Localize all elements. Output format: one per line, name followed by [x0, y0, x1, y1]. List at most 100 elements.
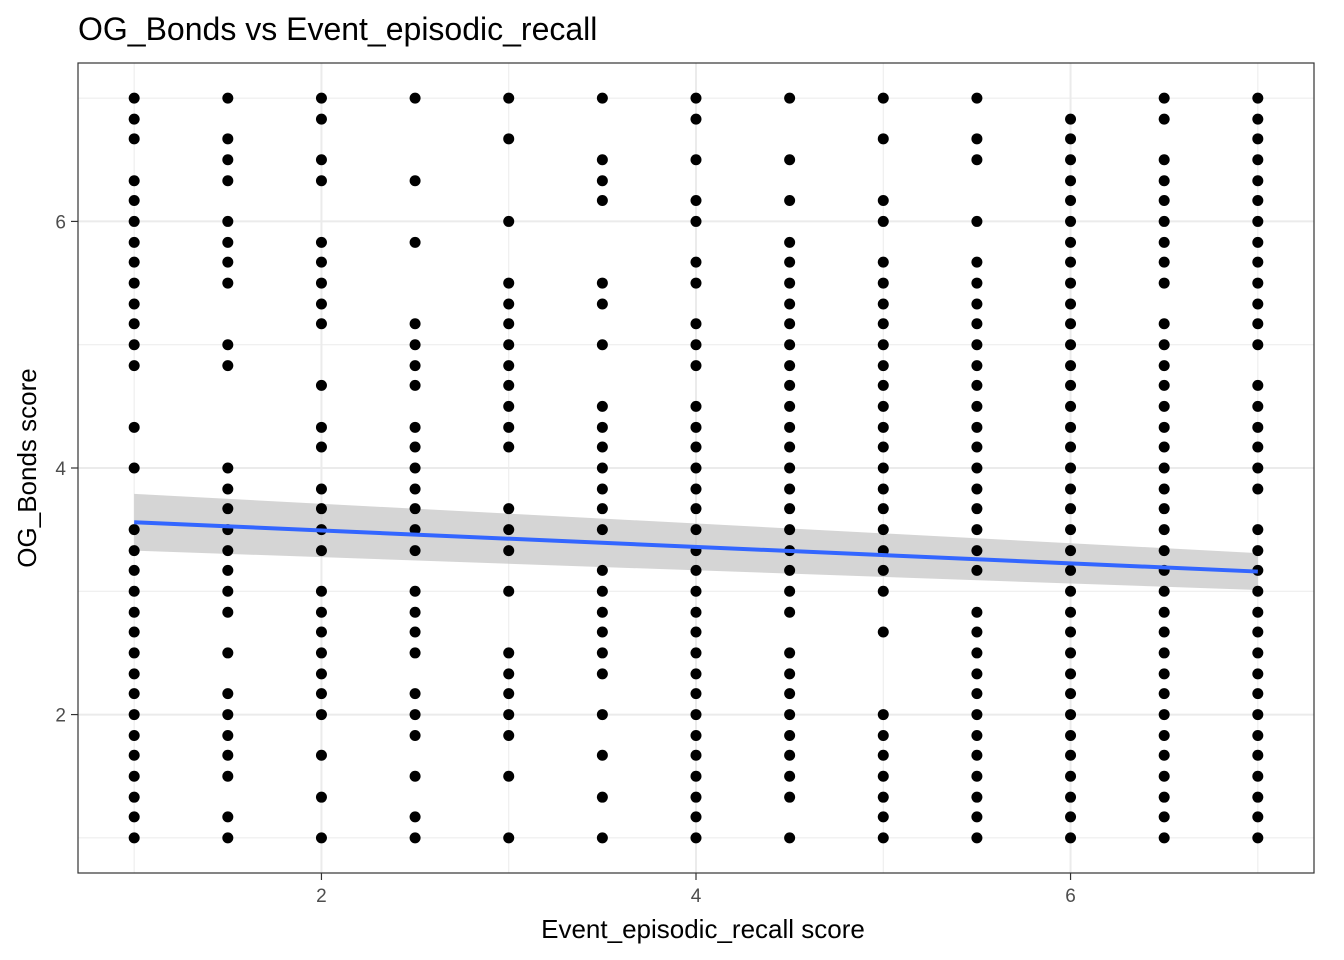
data-point: [222, 175, 234, 187]
data-point: [1158, 236, 1170, 248]
y-axis-label: OG_Bonds score: [12, 368, 42, 567]
data-point: [1065, 236, 1077, 248]
data-point: [128, 421, 140, 433]
data-point: [1158, 770, 1170, 782]
data-point: [690, 668, 702, 680]
data-point: [971, 154, 983, 166]
data-point: [690, 647, 702, 659]
data-point: [1065, 175, 1077, 187]
data-point: [222, 811, 234, 823]
data-point: [1065, 503, 1077, 515]
data-point: [1252, 133, 1264, 145]
data-point: [596, 606, 608, 618]
data-point: [1252, 709, 1264, 721]
data-point: [315, 92, 327, 104]
data-point: [971, 770, 983, 782]
data-point: [503, 339, 515, 351]
data-point: [784, 709, 796, 721]
data-point: [690, 215, 702, 227]
data-point: [596, 749, 608, 761]
data-point: [409, 524, 421, 536]
data-point: [315, 256, 327, 268]
data-point: [1158, 256, 1170, 268]
data-point: [877, 524, 889, 536]
data-point: [315, 688, 327, 700]
data-point: [315, 154, 327, 166]
data-point: [1158, 277, 1170, 289]
data-point: [971, 524, 983, 536]
data-point: [128, 791, 140, 803]
data-point: [128, 194, 140, 206]
data-point: [1158, 688, 1170, 700]
data-point: [690, 564, 702, 576]
data-point: [971, 298, 983, 310]
data-point: [1252, 770, 1264, 782]
data-point: [971, 832, 983, 844]
data-point: [503, 441, 515, 453]
data-point: [784, 730, 796, 742]
data-point: [409, 730, 421, 742]
data-point: [690, 688, 702, 700]
data-point: [690, 318, 702, 330]
x-tick-label: 2: [316, 886, 327, 907]
data-point: [1065, 524, 1077, 536]
data-point: [877, 298, 889, 310]
data-point: [784, 400, 796, 412]
data-point: [1158, 360, 1170, 372]
data-point: [690, 483, 702, 495]
data-point: [1252, 832, 1264, 844]
data-point: [128, 545, 140, 557]
data-point: [690, 92, 702, 104]
data-point: [1252, 647, 1264, 659]
data-point: [596, 175, 608, 187]
data-point: [1158, 175, 1170, 187]
data-point: [128, 585, 140, 597]
data-point: [596, 441, 608, 453]
data-point: [409, 236, 421, 248]
data-point: [784, 277, 796, 289]
data-point: [222, 585, 234, 597]
data-points: [128, 92, 1264, 844]
data-point: [1065, 360, 1077, 372]
data-point: [1065, 709, 1077, 721]
data-point: [1158, 318, 1170, 330]
data-point: [128, 462, 140, 474]
data-point: [1158, 832, 1170, 844]
data-point: [1158, 524, 1170, 536]
data-point: [409, 503, 421, 515]
data-point: [1158, 379, 1170, 391]
data-point: [1252, 483, 1264, 495]
data-point: [503, 585, 515, 597]
data-point: [690, 360, 702, 372]
y-axis-ticks: 2 4 6: [55, 212, 78, 727]
data-point: [877, 256, 889, 268]
data-point: [1065, 113, 1077, 125]
data-point: [690, 730, 702, 742]
data-point: [596, 92, 608, 104]
data-point: [128, 175, 140, 187]
data-point: [1065, 832, 1077, 844]
data-point: [971, 647, 983, 659]
data-point: [971, 462, 983, 474]
data-point: [1158, 709, 1170, 721]
data-point: [222, 339, 234, 351]
data-point: [409, 379, 421, 391]
data-point: [971, 339, 983, 351]
data-point: [596, 194, 608, 206]
data-point: [128, 832, 140, 844]
data-point: [128, 709, 140, 721]
data-point: [222, 360, 234, 372]
data-point: [315, 832, 327, 844]
data-point: [409, 462, 421, 474]
data-point: [409, 483, 421, 495]
data-point: [690, 626, 702, 638]
data-point: [971, 441, 983, 453]
data-point: [1252, 298, 1264, 310]
data-point: [503, 277, 515, 289]
data-point: [1252, 749, 1264, 761]
data-point: [690, 113, 702, 125]
data-point: [503, 92, 515, 104]
data-point: [596, 400, 608, 412]
data-point: [1252, 215, 1264, 227]
